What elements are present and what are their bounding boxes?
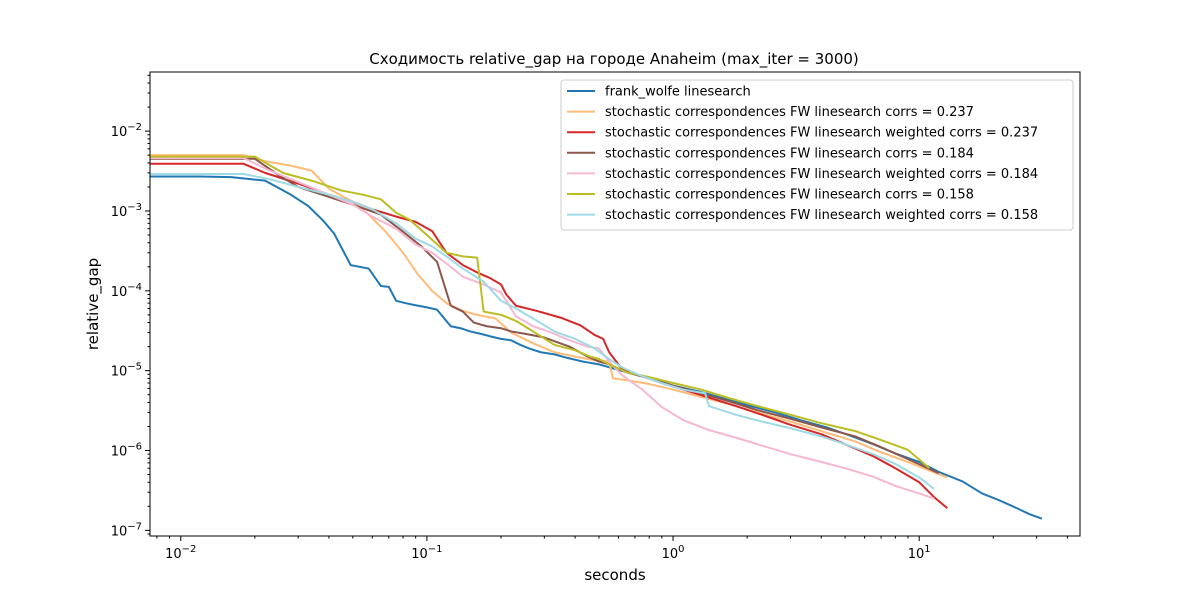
legend-label-6: stochastic correspondences FW linesearch… — [605, 188, 974, 203]
y-tick-label: 10−6 — [111, 442, 142, 460]
series-line-5 — [150, 157, 935, 500]
legend-box — [560, 79, 1074, 231]
y-tick-label: 10−3 — [111, 202, 142, 220]
y-tick-label: 10−5 — [111, 362, 142, 380]
series-layer — [150, 154, 1043, 520]
x-tick-label: 10−1 — [411, 544, 442, 562]
x-axis-label: seconds — [584, 566, 645, 584]
series-line-6 — [150, 155, 931, 469]
plot-frame — [149, 71, 1081, 537]
legend-label-5: stochastic correspondences FW linesearch… — [605, 167, 1038, 182]
legend-label-2: stochastic correspondences FW linesearch… — [605, 105, 974, 120]
legend-label-4: stochastic correspondences FW linesearch… — [605, 146, 974, 161]
y-tick-label: 10−2 — [111, 122, 142, 140]
y-axis: 10−7 10−6 10−5 10−4 10−3 10−2 — [111, 74, 150, 539]
y-axis-label: relative_gap — [84, 258, 103, 350]
x-tick-label: 100 — [662, 544, 685, 562]
chart-title: Сходимость relative_gap на городе Anahei… — [369, 50, 859, 69]
x-tick-label: 101 — [908, 544, 931, 562]
x-axis: 10−2 10−1 100 101 — [156, 536, 1068, 562]
legend-label-3: stochastic correspondences FW linesearch… — [605, 126, 1038, 141]
legend-label-7: stochastic correspondences FW linesearch… — [605, 208, 1038, 223]
y-tick-label: 10−7 — [111, 521, 142, 539]
x-tick-label: 10−2 — [165, 544, 196, 562]
series-line-7 — [150, 173, 935, 490]
series-line-4 — [150, 157, 940, 475]
legend-label-1: frank_wolfe linesearch — [605, 85, 751, 100]
y-tick-label: 10−4 — [111, 282, 142, 300]
legend: frank_wolfe linesearch stochastic corresp… — [560, 79, 1074, 231]
